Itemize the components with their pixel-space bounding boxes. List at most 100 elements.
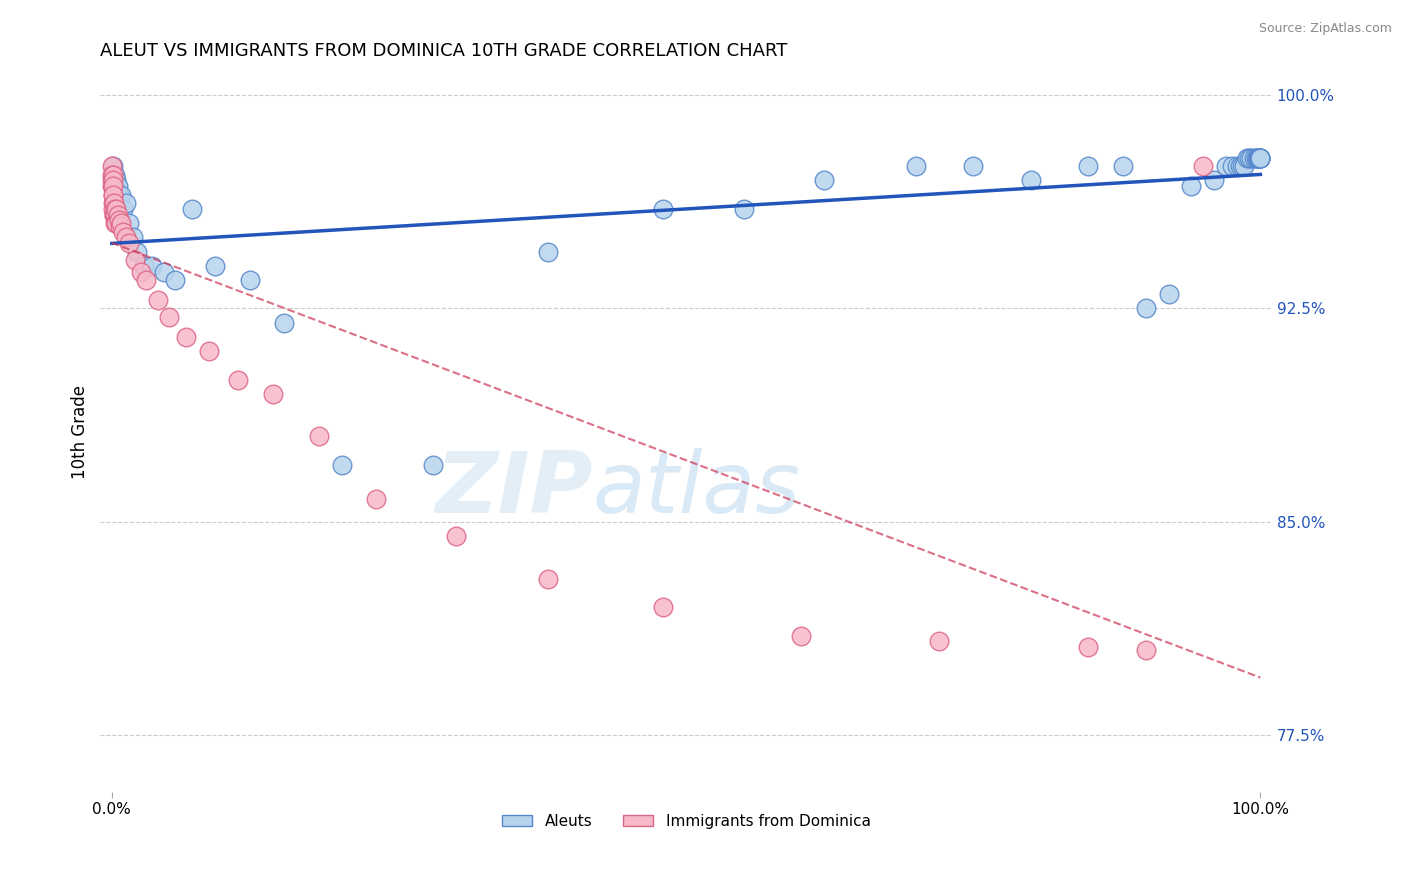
Point (101, 173, 124, 187)
Point (226, 373, 249, 387)
Point (104, 208, 127, 222)
Point (1019, 173, 1042, 187)
Point (103, 208, 125, 222)
Point (1077, 640, 1099, 654)
Point (110, 216, 132, 230)
Point (733, 202, 755, 216)
Point (114, 230, 136, 244)
Point (813, 173, 835, 187)
Point (1244, 151, 1267, 165)
Legend: Aleuts, Immigrants from Dominica: Aleuts, Immigrants from Dominica (495, 807, 877, 835)
Y-axis label: 10th Grade: 10th Grade (72, 385, 89, 479)
Point (121, 230, 143, 244)
Point (101, 179, 124, 194)
Point (962, 159, 984, 173)
Point (152, 264, 174, 278)
Text: ALEUT VS IMMIGRANTS FROM DOMINICA 10TH GRADE CORRELATION CHART: ALEUT VS IMMIGRANTS FROM DOMINICA 10TH G… (100, 42, 787, 60)
Point (1249, 151, 1271, 165)
Point (101, 173, 124, 187)
Point (1247, 151, 1270, 165)
Point (537, 572, 560, 586)
Point (308, 429, 330, 443)
Point (103, 208, 125, 222)
Point (108, 219, 131, 233)
Point (101, 159, 124, 173)
Point (1180, 179, 1202, 194)
Point (1237, 151, 1260, 165)
Point (129, 264, 152, 278)
Point (104, 179, 127, 194)
Point (273, 316, 295, 330)
Point (904, 159, 927, 173)
Point (105, 173, 128, 187)
Text: atlas: atlas (592, 449, 800, 532)
Point (1249, 151, 1271, 165)
Point (127, 244, 149, 259)
Point (364, 491, 387, 506)
Point (239, 273, 262, 287)
Point (422, 458, 444, 472)
Point (1111, 159, 1133, 173)
Point (1249, 151, 1271, 165)
Point (124, 253, 146, 268)
Point (1233, 159, 1256, 173)
Point (114, 196, 136, 211)
Point (112, 225, 135, 239)
Point (118, 216, 141, 230)
Point (204, 259, 226, 273)
Point (103, 196, 125, 211)
Point (103, 187, 125, 202)
Point (1249, 151, 1271, 165)
Point (104, 216, 127, 230)
Point (141, 259, 163, 273)
Point (163, 273, 186, 287)
Text: ZIP: ZIP (434, 449, 592, 532)
Point (1192, 159, 1215, 173)
Point (181, 202, 204, 216)
Point (1135, 301, 1157, 316)
Point (105, 216, 128, 230)
Point (135, 273, 157, 287)
Point (928, 634, 950, 648)
Point (146, 293, 169, 307)
Point (104, 168, 127, 182)
Point (652, 202, 675, 216)
Point (1243, 151, 1265, 165)
Point (652, 600, 675, 615)
Text: Source: ZipAtlas.com: Source: ZipAtlas.com (1258, 22, 1392, 36)
Point (1157, 287, 1180, 301)
Point (110, 187, 132, 202)
Point (176, 330, 198, 344)
Point (107, 213, 129, 227)
Point (1220, 159, 1243, 173)
Point (446, 529, 468, 543)
Point (1230, 159, 1253, 173)
Point (104, 202, 127, 216)
Point (1249, 151, 1271, 165)
Point (1246, 151, 1268, 165)
Point (1215, 159, 1237, 173)
Point (101, 168, 124, 182)
Point (198, 344, 221, 359)
Point (108, 196, 131, 211)
Point (1204, 173, 1226, 187)
Point (107, 187, 129, 202)
Point (1229, 159, 1251, 173)
Point (1236, 151, 1258, 165)
Point (101, 159, 124, 173)
Point (157, 310, 180, 324)
Point (1135, 642, 1157, 657)
Point (101, 187, 124, 202)
Point (105, 202, 128, 216)
Point (118, 235, 141, 250)
Point (132, 259, 155, 273)
Point (101, 196, 124, 211)
Point (103, 173, 125, 187)
Point (1240, 151, 1263, 165)
Point (790, 628, 813, 642)
Point (1077, 159, 1099, 173)
Point (537, 244, 560, 259)
Point (1226, 159, 1249, 173)
Point (101, 168, 124, 182)
Point (107, 179, 129, 194)
